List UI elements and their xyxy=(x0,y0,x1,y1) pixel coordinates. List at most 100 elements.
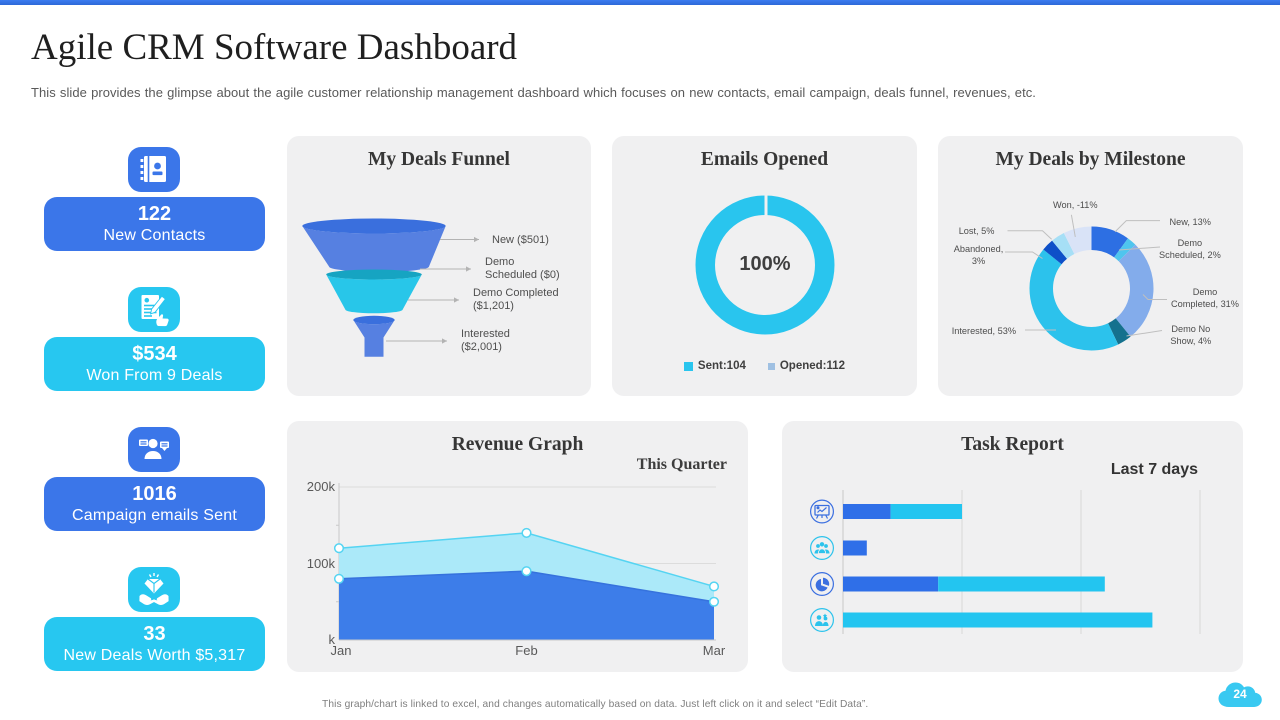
page-number: 24 xyxy=(1233,687,1247,701)
task-report-chart[interactable] xyxy=(782,421,1243,672)
deal-diamond-icon xyxy=(128,567,180,612)
legend-label: Sent:104 xyxy=(697,360,746,372)
stat-label: New Contacts xyxy=(103,226,206,244)
area-fill-revenue-lower xyxy=(339,571,714,640)
deals-by-milestone-chart[interactable]: New, 13% Demo Scheduled, 2% Demo Completed… xyxy=(938,136,1243,396)
stat-label: New Deals Worth $5,317 xyxy=(63,646,246,664)
milestone-segment-label: Lost, 5% xyxy=(958,225,995,236)
funnel-leader-arrow xyxy=(466,266,471,272)
data-point-marker xyxy=(333,543,345,554)
legend-label: Opened:112 xyxy=(779,360,846,372)
donut-segment-5 xyxy=(1043,240,1068,265)
funnel-stage-body-1 xyxy=(326,274,422,314)
task-bar-segment xyxy=(890,504,962,519)
milestone-leader-line xyxy=(1118,246,1161,251)
data-point-marker xyxy=(708,581,720,592)
cloud-icon xyxy=(1218,682,1262,707)
stat-value: $534 xyxy=(132,342,177,365)
stat-group-campaign-emails: 1016 Campaign emails Sent xyxy=(44,427,265,531)
stat-card-won-deals[interactable]: $534 Won From 9 Deals xyxy=(44,337,265,391)
stat-group-new-deals-worth: 33 New Deals Worth $5,317 xyxy=(44,567,265,671)
legend-item-sent: Sent:104 xyxy=(683,360,746,372)
task-bar-segment xyxy=(843,540,867,556)
stat-card-new-deals-worth[interactable]: 33 New Deals Worth $5,317 xyxy=(44,617,265,671)
task-report-title: Task Report xyxy=(961,434,1064,455)
milestone-leader-line xyxy=(1007,230,1052,240)
top-accent-bar xyxy=(0,0,1280,5)
presentation-icon xyxy=(810,499,834,524)
milestone-segment-label: Abandoned, 3% xyxy=(953,243,1004,266)
donut-segment-4 xyxy=(1029,249,1119,351)
funnel-stage-top-1 xyxy=(326,269,422,280)
deal-won-icon xyxy=(128,287,180,332)
milestone-segment-label: Demo Completed, 31% xyxy=(1171,287,1239,310)
y-axis-tick-label: 200k xyxy=(306,479,335,494)
legend-swatch xyxy=(683,361,693,371)
x-axis-tick-label: Jan xyxy=(330,643,352,658)
deals-funnel-chart[interactable]: New ($501) Demo Scheduled ($0) Demo Comple… xyxy=(287,136,591,396)
funnel-stage-body-0 xyxy=(302,226,446,272)
panel-deals-by-milestone: My Deals by Milestone New, 13% Demo Sched… xyxy=(938,136,1243,396)
funnel-stage-body-2 xyxy=(353,320,395,357)
donut-segment-3 xyxy=(1108,318,1131,345)
milestone-segment-label: Won, -11% xyxy=(1052,199,1098,210)
milestone-leader-line xyxy=(1114,220,1160,233)
milestone-segment-label: Interested, 53% xyxy=(951,326,1017,337)
page-number-badge[interactable]: 24 xyxy=(1216,678,1264,710)
legend-swatch xyxy=(767,362,775,370)
funnel-leader-arrow xyxy=(442,338,447,344)
emails-opened-chart[interactable] xyxy=(612,136,917,396)
donut-segment-2 xyxy=(1115,244,1154,337)
campaign-icon xyxy=(128,427,180,472)
task-bar-segment xyxy=(843,576,939,592)
funnel-leader-arrow xyxy=(474,236,479,243)
emails-opened-center-value: 100% xyxy=(739,253,791,275)
funnel-stage-label: Demo Scheduled ($0) xyxy=(485,255,560,282)
funnel-stage-top-0 xyxy=(302,218,446,234)
stat-card-new-contacts[interactable]: 122 New Contacts xyxy=(44,197,265,251)
deals-by-milestone-title: My Deals by Milestone xyxy=(995,149,1186,170)
donut-segment-6 xyxy=(1052,233,1075,259)
panel-revenue-graph: Revenue Graph This Quarter 200k 100k k Jan F… xyxy=(287,421,748,672)
milestone-leader-line xyxy=(1005,251,1043,259)
x-axis-tick-label: Mar xyxy=(702,643,726,658)
task-bar-segment xyxy=(938,576,1105,592)
y-axis-tick-label: 100k xyxy=(306,555,335,571)
milestone-segment-label: New, 13% xyxy=(1169,216,1211,227)
funnel-stage-label: New ($501) xyxy=(492,233,549,246)
stat-group-won-deals: $534 Won From 9 Deals xyxy=(44,287,265,391)
stat-group-new-contacts: 122 New Contacts xyxy=(44,147,265,251)
task-bar-segment xyxy=(843,504,891,519)
milestone-leader-line xyxy=(1070,214,1076,237)
revenue-graph-title: Revenue Graph xyxy=(451,434,584,455)
data-point-marker xyxy=(708,596,720,607)
revenue-graph-subtitle: This Quarter xyxy=(636,455,727,473)
funnel-stage-top-2 xyxy=(353,315,395,325)
panel-emails-opened: Emails Opened 100% Sent:104 Opened:112 xyxy=(612,136,917,396)
footer-note: This graph/chart is linked to excel, and… xyxy=(322,699,869,710)
data-point-marker xyxy=(333,573,345,584)
data-point-marker xyxy=(521,566,532,577)
x-axis-tick-label: Feb xyxy=(515,643,538,658)
emails-opened-legend: Sent:104 Opened:112 xyxy=(612,360,917,372)
stat-card-campaign-emails[interactable]: 1016 Campaign emails Sent xyxy=(44,477,265,531)
milestone-leader-line xyxy=(1142,294,1167,300)
team-icon xyxy=(810,608,834,632)
page-title: Agile CRM Software Dashboard xyxy=(31,27,518,68)
milestone-segment-label: Demo Scheduled, 2% xyxy=(1158,238,1221,261)
address-book-icon xyxy=(128,147,180,192)
emails-opened-title: Emails Opened xyxy=(700,149,829,170)
milestone-segment-label: Demo No Show, 4% xyxy=(1170,323,1212,346)
deals-funnel-title: My Deals Funnel xyxy=(368,149,510,170)
stat-value: 1016 xyxy=(132,482,177,505)
revenue-graph-chart[interactable]: 200k 100k k Jan Feb Mar xyxy=(287,421,748,672)
people-icon xyxy=(810,536,834,560)
stat-value: 33 xyxy=(143,622,166,645)
task-report-subtitle: Last 7 days xyxy=(1110,461,1198,478)
stat-label: Campaign emails Sent xyxy=(72,506,237,524)
legend-item-opened: Opened:112 xyxy=(767,360,846,372)
y-axis-tick-label: k xyxy=(328,632,336,647)
panel-task-report: Task Report Last 7 days xyxy=(782,421,1243,672)
stat-label: Won From 9 Deals xyxy=(86,366,223,384)
funnel-stage-label: Interested ($2,001) xyxy=(461,327,510,353)
